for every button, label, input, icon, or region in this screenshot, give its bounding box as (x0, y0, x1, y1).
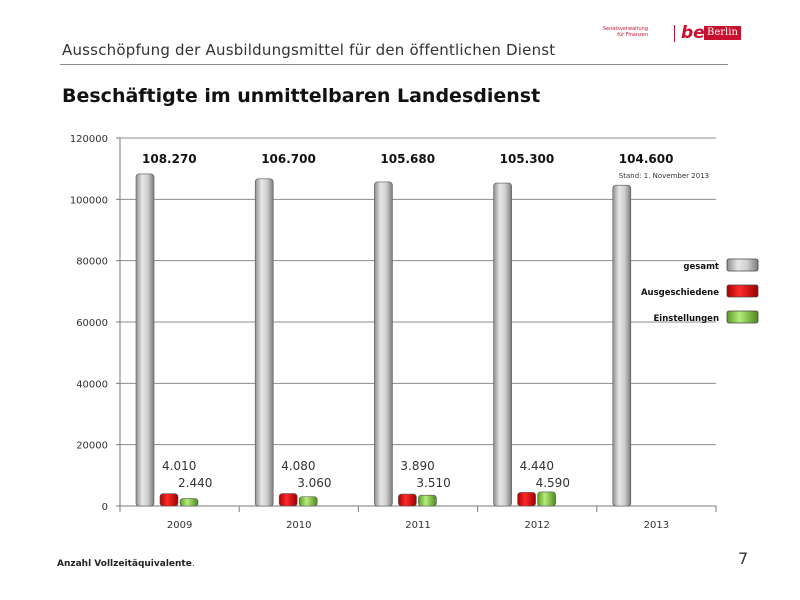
data-label-einstellungen: 4.590 (536, 476, 570, 490)
bar-gesamt-2012 (493, 182, 512, 507)
y-tick-label: 120000 (70, 134, 108, 145)
legend-label-gesamt: gesamt (683, 262, 719, 272)
logo-department-line-2: für Finanzen (617, 32, 648, 38)
slide-header: Ausschöpfung der Ausbildungsmittel für d… (0, 0, 800, 70)
data-label-gesamt: 104.600 (619, 152, 674, 166)
bar-gesamt-2013 (612, 184, 632, 507)
footnote: Anzahl Vollzeitäquivalente. (57, 559, 195, 569)
logo-berlin-text: Berlin (704, 26, 741, 40)
bar-ausgeschiedene-2012 (517, 492, 536, 507)
y-tick-label: 0 (102, 502, 108, 513)
bar-ausgeschiedene-2011 (398, 493, 417, 507)
legend-label-einstellungen: Einstellungen (654, 314, 720, 324)
bar-gesamt-2011 (374, 181, 393, 507)
y-tick-label: 40000 (76, 379, 108, 390)
data-label-ausgeschiedene: 3.890 (400, 459, 434, 473)
bar-einstellungen-2009 (179, 498, 199, 507)
bar-gesamt-2010 (254, 178, 274, 507)
y-tick-label: 100000 (70, 195, 108, 206)
x-tick-label: 2010 (286, 520, 311, 531)
y-tick-label: 20000 (76, 441, 108, 452)
berlin-logo: Senatsverwaltung für Finanzen be Berlin (568, 22, 741, 46)
bar-gesamt-2009 (135, 173, 155, 507)
data-label-gesamt: 105.680 (380, 152, 435, 166)
data-label-gesamt: 105.300 (500, 152, 555, 166)
bar-einstellungen-2011 (418, 494, 437, 507)
data-label-einstellungen: 2.440 (178, 476, 212, 490)
legend-label-ausgeschiedene: Ausgeschiedene (641, 288, 719, 298)
logo-department-text: Senatsverwaltung für Finanzen (603, 26, 648, 38)
page-number: 7 (738, 549, 749, 568)
footnote-text: Anzahl Vollzeitäquivalente (57, 559, 192, 569)
x-tick-label: 2012 (524, 520, 549, 531)
legend-swatch-einstellungen (726, 310, 759, 324)
data-label-ausgeschiedene: 4.440 (520, 459, 554, 473)
logo-be-text: be (681, 23, 705, 43)
header-divider (60, 64, 728, 65)
x-tick-label: 2009 (167, 520, 192, 531)
data-label-einstellungen: 3.060 (297, 476, 331, 490)
y-tick-label: 80000 (76, 257, 108, 268)
data-label-gesamt: 108.270 (142, 152, 197, 166)
data-label-ausgeschiedene: 4.080 (281, 459, 315, 473)
bar-einstellungen-2010 (298, 496, 318, 507)
y-tick-label: 60000 (76, 318, 108, 329)
data-label-einstellungen: 3.510 (416, 476, 450, 490)
chart-annotation: Stand: 1. November 2013 (619, 172, 709, 180)
bar-einstellungen-2012 (537, 491, 556, 507)
slide-header-title: Ausschöpfung der Ausbildungsmittel für d… (62, 41, 556, 59)
data-label-gesamt: 106.700 (261, 152, 316, 166)
page-title: Beschäftigte im unmittelbaren Landesdien… (62, 85, 541, 107)
x-tick-label: 2011 (405, 520, 430, 531)
bar-ausgeschiedene-2009 (159, 493, 179, 507)
legend-swatch-ausgeschiedene (726, 284, 759, 298)
bar-ausgeschiedene-2010 (278, 493, 298, 507)
footnote-suffix: . (191, 559, 195, 569)
data-label-ausgeschiedene: 4.010 (162, 459, 196, 473)
logo-department-line-1: Senatsverwaltung (602, 26, 648, 32)
legend-swatch-gesamt (726, 258, 759, 272)
x-tick-label: 2013 (644, 520, 669, 531)
logo-divider (674, 25, 675, 42)
